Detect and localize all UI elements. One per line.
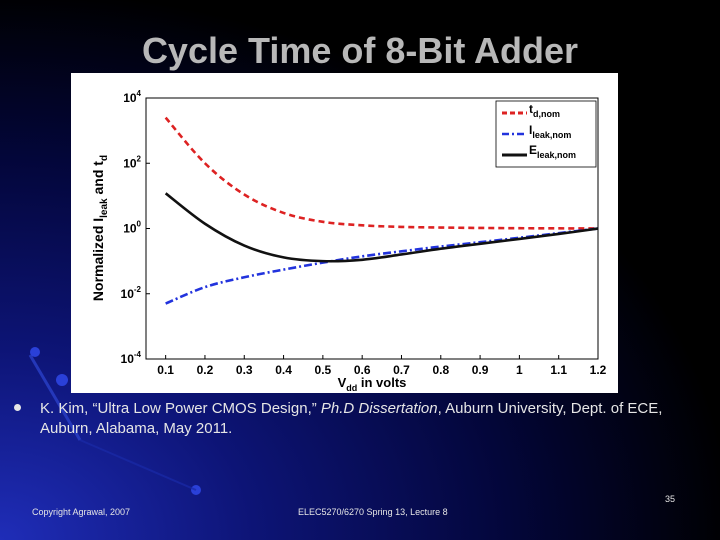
page-number: 35 <box>665 494 676 504</box>
x-tick-label: 0.4 <box>275 363 292 377</box>
footer-course: ELEC5270/6270 Spring 13, Lecture 8 <box>298 507 448 517</box>
x-axis-label: Vdd in volts <box>338 375 407 393</box>
x-tick-label: 1 <box>516 363 523 377</box>
svg-text:Vdd in volts: Vdd in volts <box>338 375 407 393</box>
slide-title: Cycle Time of 8-Bit Adder <box>141 30 579 71</box>
y-tick-label: 104 <box>123 89 141 105</box>
svg-text:Normalized Ileak and td: Normalized Ileak and td <box>90 155 110 301</box>
series-line-0 <box>164 116 598 230</box>
y-tick-label: 10-4 <box>121 350 142 366</box>
legend: td,nom Ileak,nom Eleak,nom <box>495 100 597 168</box>
x-tick-label: 1.2 <box>590 363 607 377</box>
y-axis: 10-4 10-2 100 102 104 <box>121 89 150 366</box>
x-tick-label: 1.1 <box>550 363 567 377</box>
y-tick-label: 10-2 <box>121 285 142 301</box>
x-tick-label: 0.9 <box>472 363 489 377</box>
reference-authors: K. Kim, “Ultra Low Power CMOS Design,” <box>40 400 321 417</box>
reference-type: Ph.D Dissertation <box>320 400 438 417</box>
y-tick-label: 102 <box>123 154 141 170</box>
x-axis: 0.1 0.2 0.3 0.4 0.5 0.6 0.7 0.8 0.9 1 1.1 1.2 <box>157 355 607 377</box>
x-tick-label: 0.1 <box>157 363 174 377</box>
x-tick-label: 0.7 <box>393 363 410 377</box>
series-lines <box>164 116 598 305</box>
x-tick-label: 0.5 <box>315 363 332 377</box>
x-tick-label: 0.3 <box>236 363 253 377</box>
series-line-2 <box>164 192 598 263</box>
x-tick-label: 0.6 <box>354 363 371 377</box>
y-axis-label: Normalized Ileak and td <box>90 155 110 301</box>
reference-text: K. Kim, “Ultra Low Power CMOS Design,” P… <box>40 399 700 439</box>
chart-svg: 0.1 0.2 0.3 0.4 0.5 0.6 0.7 0.8 0.9 1 1.1 1.2 10-41… <box>90 89 607 393</box>
x-tick-label: 0.8 <box>432 363 449 377</box>
bullet-dot <box>14 404 21 411</box>
reference-institution: , Auburn University, Dept. of ECE, Aubur… <box>40 400 663 437</box>
x-tick-label: 0.2 <box>197 363 214 377</box>
footer-copyright: Copyright Agrawal, 2007 <box>32 507 131 517</box>
chart-figure: 0.1 0.2 0.3 0.4 0.5 0.6 0.7 0.8 0.9 1 1.1 1.2 10-4 1… <box>71 73 618 393</box>
y-tick-label: 100 <box>123 220 141 236</box>
